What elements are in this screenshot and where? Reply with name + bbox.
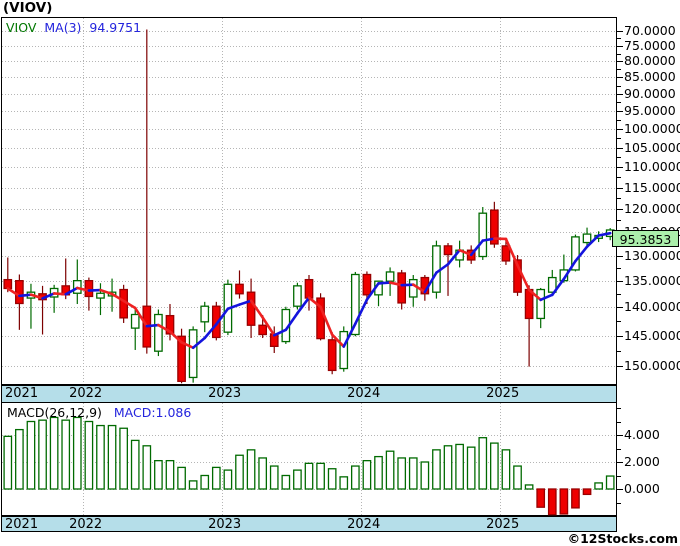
price-axis-label: 100.0000	[624, 121, 680, 137]
page-title: (VIOV)	[3, 0, 53, 16]
price-axis-label: 150.0000	[624, 357, 680, 373]
year-label: 2025	[486, 386, 520, 401]
year-label: 2023	[208, 517, 242, 532]
price-axis-label: 105.0000	[624, 139, 680, 155]
price-axis-label: 120.0000	[624, 201, 680, 217]
year-label: 2021	[5, 386, 39, 401]
year-label: 2024	[347, 517, 381, 532]
price-legend: VIOV MA(3) 94.9751	[6, 20, 141, 35]
price-axis-label: 90.0000	[624, 85, 676, 101]
macd-params-label: MACD(26,12,9)	[7, 405, 102, 420]
year-label: 2024	[347, 386, 381, 401]
macd-axis-label: 0.000	[624, 481, 660, 496]
price-axis-label: 110.0000	[624, 159, 680, 175]
price-axis-label: 145.0000	[624, 327, 680, 343]
watermark: ©12Stocks.com	[567, 531, 678, 546]
year-axis-macd: 2021 2022 2023 2024 2025	[1, 516, 617, 532]
price-chart-panel[interactable]	[1, 17, 617, 385]
year-label: 2022	[69, 386, 103, 401]
macd-legend: MACD(26,12,9) MACD:1.086	[7, 405, 191, 420]
year-label: 2022	[69, 517, 103, 532]
legend-symbol: VIOV	[6, 20, 37, 35]
price-axis-label: 95.0000	[624, 103, 676, 119]
price-axis-label: 140.0000	[624, 299, 680, 315]
year-axis-main: 2021 2022 2023 2024 2025	[1, 385, 617, 403]
year-label: 2023	[208, 386, 242, 401]
price-axis-label: 70.0000	[624, 23, 676, 38]
price-axis-label: 75.0000	[624, 37, 676, 53]
price-axis-label: 130.0000	[624, 247, 680, 263]
year-label: 2025	[486, 517, 520, 532]
macd-axis-label: 4.000	[624, 427, 660, 442]
year-label: 2021	[5, 517, 39, 532]
macd-value-label: MACD:1.086	[113, 405, 192, 420]
legend-ma-value: 94.9751	[89, 20, 142, 35]
price-axis-label: 85.0000	[624, 69, 676, 85]
price-axis-label: 80.0000	[624, 53, 676, 69]
axis-ticks	[617, 31, 623, 504]
macd-axis-label: 2.000	[624, 454, 660, 469]
last-price-badge: 95.3853	[612, 230, 679, 247]
price-axis-label: 135.0000	[624, 272, 680, 288]
price-axis-label: 115.0000	[624, 179, 680, 195]
legend-ma-label: MA(3)	[44, 20, 82, 35]
